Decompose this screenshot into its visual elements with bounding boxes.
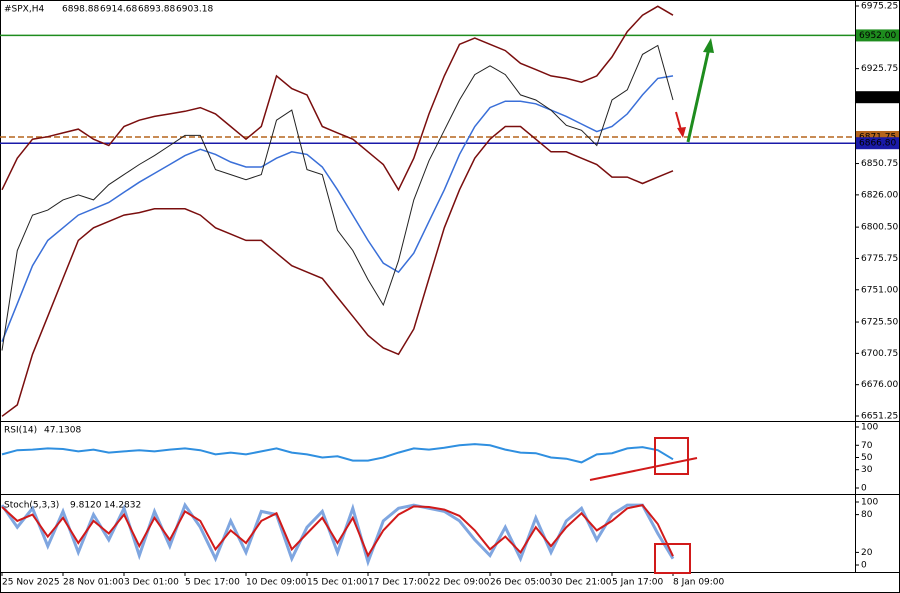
y-tick-label: 50 — [861, 453, 873, 463]
y-tick-label: 70 — [861, 441, 873, 451]
series-line — [1, 125, 674, 417]
series-line — [1, 44, 674, 351]
price-label: 6903.18 — [859, 93, 896, 103]
up-arrow-head — [703, 38, 714, 53]
rsi-trendline — [589, 457, 698, 481]
y-tick-label: 6850.75 — [861, 159, 898, 169]
y-tick-label: 6800.50 — [861, 223, 898, 233]
y-tick-label: 6975.25 — [861, 2, 898, 12]
stoch-k: 9.8120 — [70, 501, 102, 511]
price-label-box — [856, 137, 899, 150]
x-tick-label: 26 Dec 05:00 — [490, 578, 551, 588]
y-tick-label: 6651.25 — [861, 412, 898, 422]
y-tick-label: 20 — [861, 548, 873, 558]
open: 6898.88 — [62, 5, 99, 15]
y-tick-label: 6725.50 — [861, 318, 898, 328]
series-line — [1, 443, 674, 464]
price-label: 6866.80 — [859, 139, 896, 149]
x-tick-label: 28 Nov 01:00 — [63, 578, 124, 588]
y-tick-label: 30 — [861, 465, 873, 475]
rsi-title: RSI(14) — [4, 426, 37, 436]
rsi-highlight — [654, 437, 689, 475]
x-tick-label: 25 Nov 2025 — [2, 578, 60, 588]
down-arrow-head — [677, 127, 686, 138]
close: 6903.18 — [176, 5, 213, 15]
series-line — [0, 501, 675, 567]
low: 6893.88 — [138, 5, 175, 15]
x-tick-label: 22 Dec 09:00 — [429, 578, 490, 588]
rsi-reading: 47.1308 — [44, 426, 81, 436]
series-line — [1, 75, 674, 342]
y-tick-label: 6700.75 — [861, 349, 898, 359]
y-tick-label: 100 — [861, 498, 878, 508]
down-arrow — [675, 111, 682, 131]
stoch-title: Stoch(5,3,3) — [4, 501, 59, 511]
x-tick-label: 8 Jan 09:00 — [673, 578, 725, 588]
up-arrow — [686, 47, 711, 143]
symbol: #SPX,H4 — [4, 5, 44, 15]
y-tick-label: 0 — [861, 484, 867, 494]
series-line — [1, 503, 674, 558]
x-tick-label: 17 Dec 17:00 — [368, 578, 429, 588]
x-tick-label: 10 Dec 09:00 — [246, 578, 307, 588]
series-line — [1, 5, 674, 192]
x-tick-label: 15 Dec 01:00 — [307, 578, 368, 588]
price-label-box — [856, 29, 899, 42]
high: 6914.68 — [100, 5, 137, 15]
x-tick-label: 3 Dec 01:00 — [124, 578, 179, 588]
stoch-highlight — [654, 543, 691, 574]
x-tick-label: 5 Dec 17:00 — [185, 578, 240, 588]
y-tick-label: 6751.00 — [861, 285, 898, 295]
y-tick-label: 6925.75 — [861, 64, 898, 74]
x-tick-label: 5 Jan 17:00 — [612, 578, 664, 588]
y-tick-label: 80 — [861, 510, 873, 520]
y-tick-label: 0 — [861, 561, 867, 571]
price-label: 6952.00 — [859, 31, 896, 41]
y-tick-label: 6775.75 — [861, 254, 898, 264]
stoch-d: 14.2832 — [104, 501, 141, 511]
y-tick-label: 100 — [861, 423, 878, 433]
x-tick-label: 30 Dec 21:00 — [551, 578, 612, 588]
price-label-box — [856, 91, 899, 104]
y-tick-label: 6826.00 — [861, 190, 898, 200]
y-tick-label: 6676.00 — [861, 380, 898, 390]
